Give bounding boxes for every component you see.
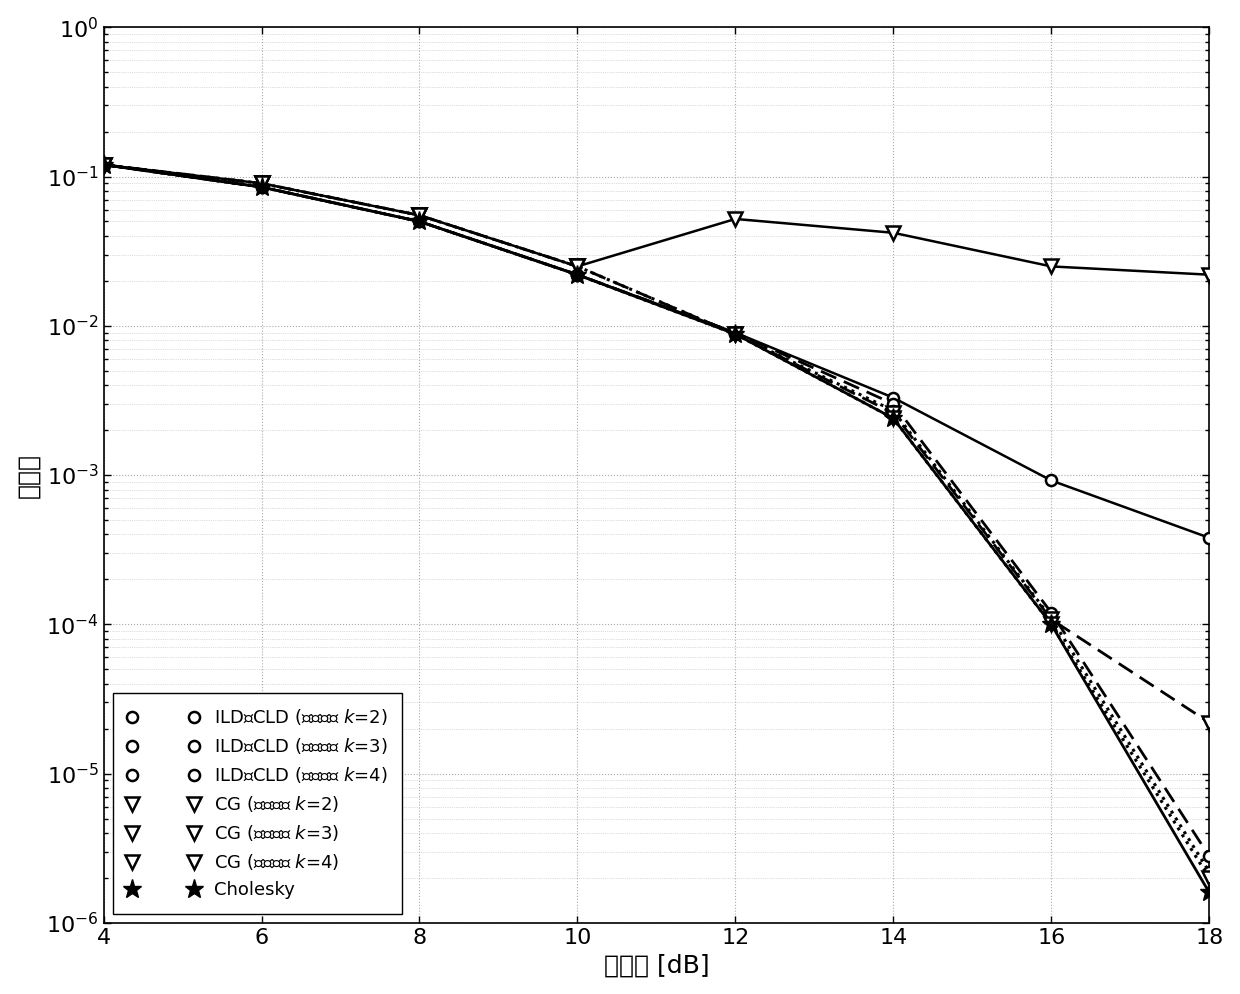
ILD和CLD (迭代次数 $k$=4) [254, 181, 269, 193]
ILD和CLD (迭代次数 $k$=4) [412, 216, 427, 228]
Legend: ILD和CLD (迭代次数 $k$=2), ILD和CLD (迭代次数 $k$=3), ILD和CLD (迭代次数 $k$=4), CG (迭代次数 $k$=2: ILD和CLD (迭代次数 $k$=2), ILD和CLD (迭代次数 $k$=… [113, 693, 402, 913]
ILD和CLD (迭代次数 $k$=3) [97, 159, 112, 171]
ILD和CLD (迭代次数 $k$=3) [1202, 850, 1216, 862]
CG (迭代次数 $k$=4) [570, 260, 585, 272]
CG (迭代次数 $k$=3) [254, 177, 269, 189]
CG (迭代次数 $k$=2) [254, 177, 269, 189]
Line: CG (迭代次数 $k$=3): CG (迭代次数 $k$=3) [97, 158, 1216, 730]
CG (迭代次数 $k$=4) [885, 413, 900, 424]
ILD和CLD (迭代次数 $k$=3) [254, 181, 269, 193]
Line: CG (迭代次数 $k$=2): CG (迭代次数 $k$=2) [97, 158, 1216, 281]
CG (迭代次数 $k$=4) [254, 177, 269, 189]
ILD和CLD (迭代次数 $k$=2) [412, 216, 427, 228]
Line: ILD和CLD (迭代次数 $k$=4): ILD和CLD (迭代次数 $k$=4) [98, 159, 1215, 878]
Line: ILD和CLD (迭代次数 $k$=3): ILD和CLD (迭代次数 $k$=3) [98, 159, 1215, 862]
Cholesky [412, 216, 427, 228]
Line: ILD和CLD (迭代次数 $k$=2): ILD和CLD (迭代次数 $k$=2) [98, 159, 1215, 544]
ILD和CLD (迭代次数 $k$=2) [570, 268, 585, 280]
CG (迭代次数 $k$=3) [570, 260, 585, 272]
Cholesky [1044, 618, 1059, 630]
Cholesky [570, 268, 585, 280]
Line: CG (迭代次数 $k$=4): CG (迭代次数 $k$=4) [97, 158, 1216, 885]
ILD和CLD (迭代次数 $k$=3) [412, 216, 427, 228]
Cholesky [728, 328, 743, 340]
CG (迭代次数 $k$=3) [97, 159, 112, 171]
ILD和CLD (迭代次数 $k$=4) [885, 405, 900, 416]
ILD和CLD (迭代次数 $k$=2) [1202, 532, 1216, 544]
CG (迭代次数 $k$=2) [570, 260, 585, 272]
ILD和CLD (迭代次数 $k$=4) [570, 268, 585, 280]
ILD和CLD (迭代次数 $k$=4) [1044, 612, 1059, 624]
CG (迭代次数 $k$=4) [728, 328, 743, 340]
ILD和CLD (迭代次数 $k$=3) [885, 398, 900, 410]
CG (迭代次数 $k$=3) [1044, 613, 1059, 625]
CG (迭代次数 $k$=4) [1202, 872, 1216, 884]
CG (迭代次数 $k$=2) [1044, 260, 1059, 272]
ILD和CLD (迭代次数 $k$=2) [254, 181, 269, 193]
ILD和CLD (迭代次数 $k$=3) [570, 268, 585, 280]
ILD和CLD (迭代次数 $k$=2) [1044, 474, 1059, 486]
CG (迭代次数 $k$=2) [1202, 268, 1216, 280]
CG (迭代次数 $k$=2) [885, 227, 900, 239]
CG (迭代次数 $k$=4) [97, 159, 112, 171]
CG (迭代次数 $k$=3) [1202, 717, 1216, 729]
CG (迭代次数 $k$=4) [1044, 618, 1059, 630]
CG (迭代次数 $k$=4) [412, 210, 427, 222]
ILD和CLD (迭代次数 $k$=4) [97, 159, 112, 171]
CG (迭代次数 $k$=3) [412, 210, 427, 222]
Y-axis label: 误码率: 误码率 [16, 452, 41, 498]
ILD和CLD (迭代次数 $k$=2) [728, 327, 743, 339]
ILD和CLD (迭代次数 $k$=3) [728, 327, 743, 339]
ILD和CLD (迭代次数 $k$=2) [97, 159, 112, 171]
CG (迭代次数 $k$=2) [97, 159, 112, 171]
CG (迭代次数 $k$=3) [728, 328, 743, 340]
Cholesky [885, 413, 900, 424]
CG (迭代次数 $k$=3) [885, 408, 900, 419]
X-axis label: 信噪比 [dB]: 信噪比 [dB] [604, 953, 709, 977]
ILD和CLD (迭代次数 $k$=4) [728, 328, 743, 340]
Cholesky [1202, 887, 1216, 899]
Cholesky [97, 159, 112, 171]
Cholesky [254, 181, 269, 193]
ILD和CLD (迭代次数 $k$=3) [1044, 606, 1059, 618]
CG (迭代次数 $k$=2) [412, 210, 427, 222]
CG (迭代次数 $k$=2) [728, 213, 743, 225]
ILD和CLD (迭代次数 $k$=2) [885, 392, 900, 404]
ILD和CLD (迭代次数 $k$=4) [1202, 866, 1216, 878]
Line: Cholesky: Cholesky [94, 155, 1219, 903]
